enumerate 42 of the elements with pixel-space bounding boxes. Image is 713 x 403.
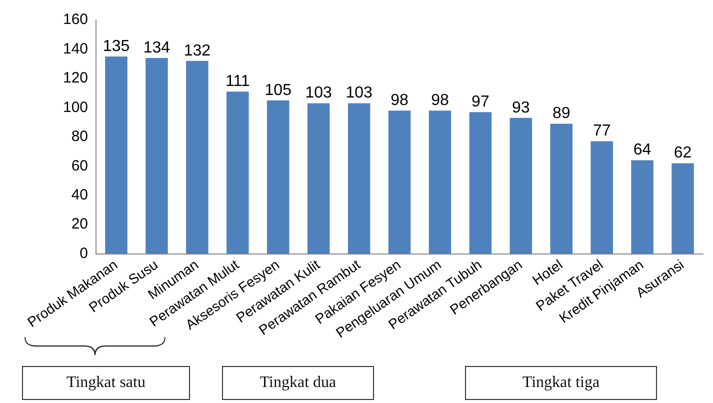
data-label: 111 [225, 73, 250, 90]
y-tick-label: 100 [62, 98, 88, 116]
data-label: 97 [472, 93, 490, 110]
data-label: 62 [674, 144, 692, 162]
data-label: 98 [431, 92, 449, 110]
y-tick-label: 140 [62, 40, 88, 58]
bar [226, 92, 249, 254]
bar [307, 103, 330, 254]
bar [388, 110, 411, 254]
data-label: 93 [512, 99, 530, 116]
y-tick-label: 120 [62, 70, 88, 87]
y-tick-label: 0 [80, 244, 88, 262]
bar [672, 163, 694, 254]
bar [146, 58, 168, 254]
data-label: 134 [143, 39, 170, 56]
data-label: 89 [552, 105, 570, 122]
y-tick-label: 80 [71, 128, 88, 146]
bar [550, 124, 572, 254]
data-label: 135 [102, 38, 130, 55]
data-label: 64 [633, 142, 652, 159]
y-tick-label: 160 [62, 11, 88, 28]
data-label: 103 [305, 84, 332, 102]
bar [266, 100, 290, 254]
data-label: 132 [184, 42, 211, 60]
bar [105, 56, 128, 254]
y-tick-label: 40 [71, 186, 88, 204]
bar [590, 141, 613, 254]
bar [428, 110, 452, 254]
text: Tingkat tiga [465, 366, 657, 400]
bar [348, 103, 370, 254]
data-label: 105 [264, 82, 292, 99]
bar [469, 112, 492, 254]
y-tick-label: 20 [71, 216, 88, 233]
bar [631, 160, 654, 254]
text: Tingkat dua [222, 366, 374, 400]
bar [510, 118, 532, 254]
data-label: 98 [390, 92, 409, 110]
text: Tingkat satu [22, 366, 190, 400]
data-label: 77 [592, 122, 611, 140]
bar [186, 60, 208, 254]
y-tick-label: 60 [71, 157, 88, 174]
data-label: 103 [346, 84, 372, 102]
